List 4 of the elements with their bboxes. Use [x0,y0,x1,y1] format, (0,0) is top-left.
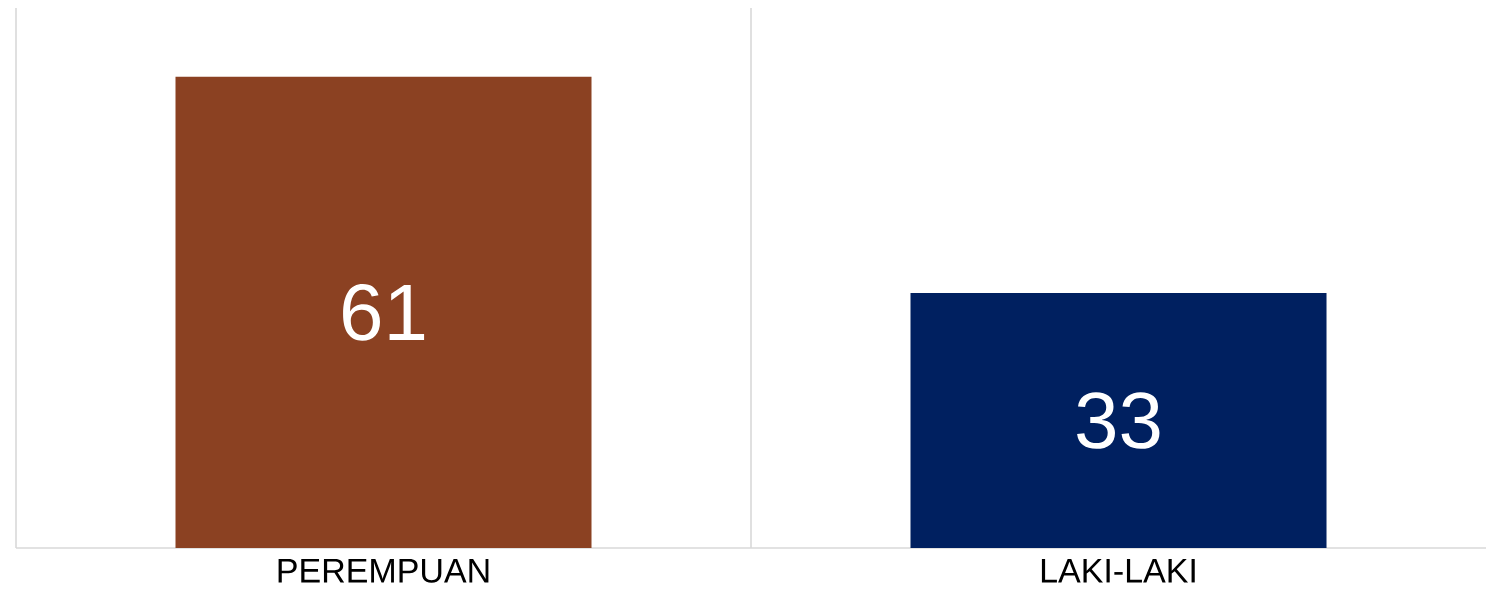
data-label: 61 [343,284,425,341]
x-tick-label: PEREMPUAN [278,559,489,583]
data-label: 33 [1077,392,1160,449]
x-tick-label: LAKI-LAKI [1041,559,1195,583]
